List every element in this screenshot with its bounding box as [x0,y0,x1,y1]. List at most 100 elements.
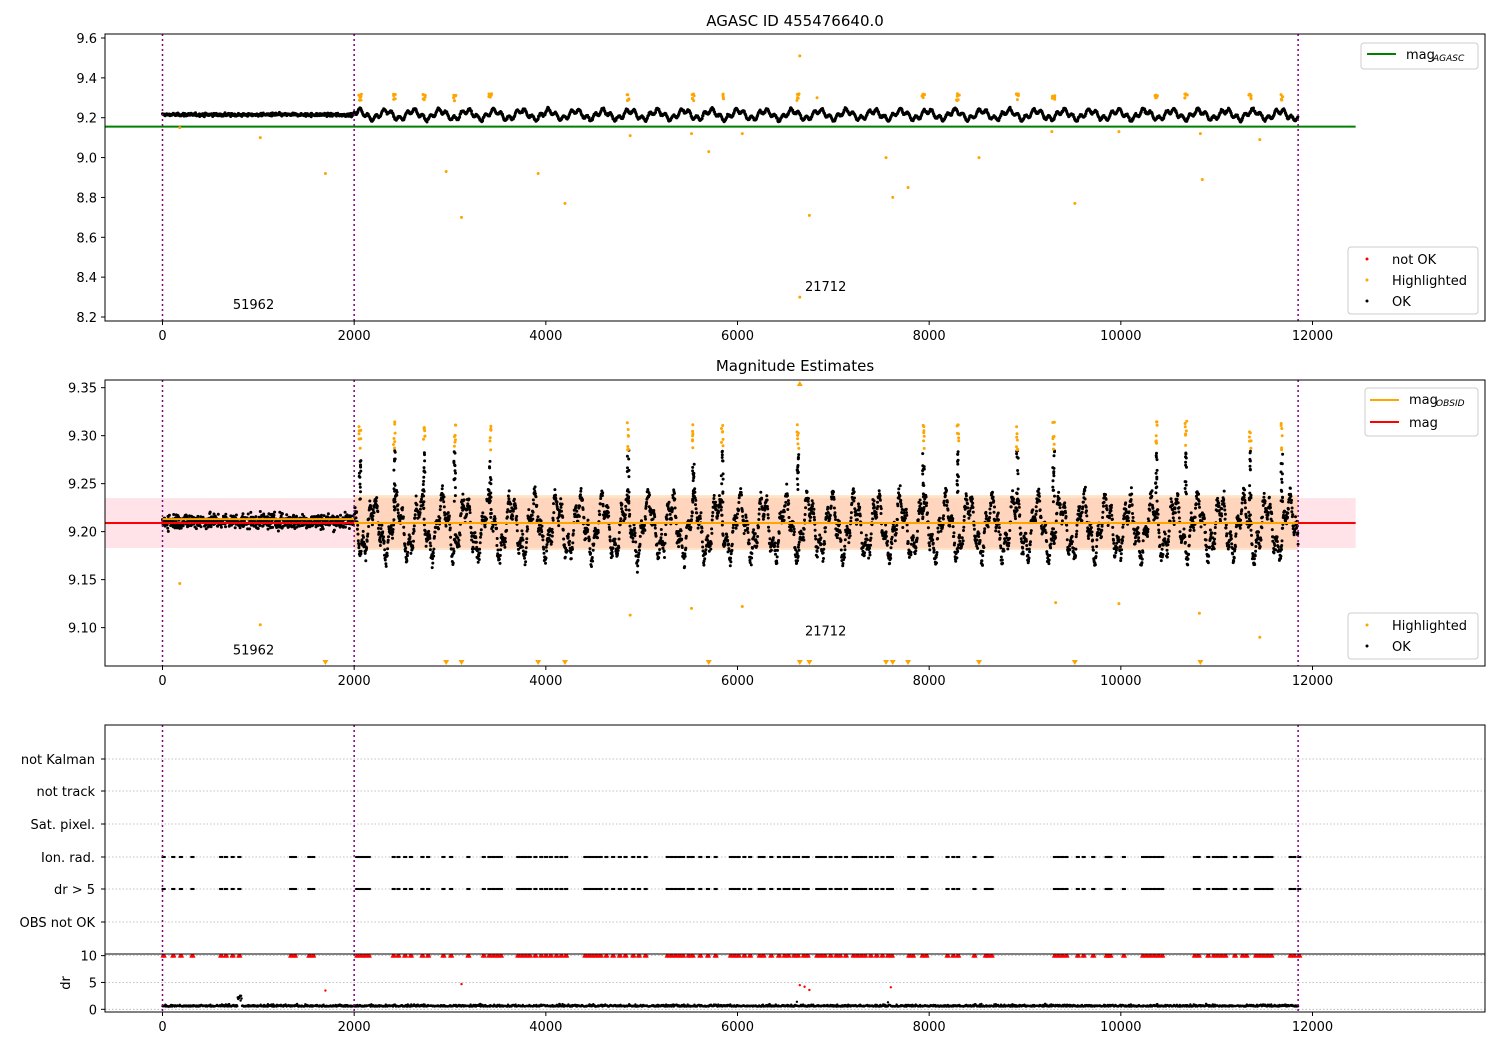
agasc-highlighted-outlier [884,156,888,160]
agasc-highlighted-point [1051,96,1055,100]
mag-ok-point [468,511,472,515]
mag-ok-point [511,514,515,518]
mag-ok-point [652,509,656,512]
agasc-highlighted-outlier [815,96,819,100]
mag-ok-point [541,534,545,538]
mag-ok-point [495,544,499,547]
mag-ok-point [266,527,270,531]
mag-ok-point [690,511,694,515]
mag-ok-point [473,531,477,535]
agasc-highlighted-point [955,98,958,102]
mag-ok-point [542,547,546,551]
mag-ok-point [571,532,575,536]
mag-ok-point [678,534,682,537]
mag-ok-point [498,561,502,565]
agasc-xtick-label: 4000 [529,329,562,344]
mag-ok-point [371,514,375,518]
mag-ok-point [396,511,400,515]
mag-ok-point [653,515,657,519]
agasc-highlighted-point [721,93,725,97]
mag-ok-point [550,540,554,544]
mag-ok-point [359,549,363,553]
legend-mag-agasc-label: mag [1406,48,1435,63]
mag-ok-point [417,515,421,519]
mag-ok-point [356,532,360,536]
mag-ok-point [608,527,612,531]
mag-ok-point [524,560,528,564]
mag-ok-point [581,498,584,502]
agasc-highlighted-outlier [1258,138,1262,142]
mag-ok-point [421,503,425,507]
mag-ok-point [633,534,637,538]
agasc-highlighted-outlier [1200,177,1204,181]
mag-ok-point [633,531,637,535]
mag-ok-point [432,554,436,558]
mag-ok-point [219,525,223,529]
mag-ok-point [273,510,277,514]
mag-ok-point [674,516,678,520]
mag-ok-point [545,549,549,553]
mag-ok-point [471,550,475,554]
mag-ok-point [396,503,400,507]
agasc-highlighted-point [359,92,363,96]
agasc-highlighted-point [1249,97,1253,101]
agasc-xtick-label: 6000 [721,329,754,344]
mag-ok-point [567,543,571,547]
mag-ok-point [620,507,624,511]
mag-ok-point [452,549,456,553]
mag-ok-point [673,491,676,495]
mag-ok-point [679,529,683,533]
mag-ok-point [402,525,406,529]
mag-ok-point [677,545,681,549]
mag-ok-point [550,534,554,538]
mag-ok-point [411,546,415,550]
mag-ok-point [600,494,604,498]
mag-ok-point [523,553,527,556]
agasc-highlighted-point [393,93,397,96]
agasc-highlighted-outlier [563,201,567,205]
mag-ok-point [208,510,212,514]
legend-highlighted-label: Highlighted [1392,274,1467,289]
mag-ok-point [332,515,336,519]
agasc-highlighted-outlier [977,156,981,160]
agasc-highlighted-point [1281,95,1285,99]
mag-ok-point [533,492,537,496]
agasc-highlighted-point [422,93,426,97]
mag-ok-point [433,535,436,538]
mag-ok-point [404,546,408,550]
mag-ok-point [638,534,642,538]
mag-ok-point [431,551,435,555]
mag-ok-point [391,536,394,540]
mag-ok-point [506,515,509,519]
agasc-highlighted-point [1015,93,1019,97]
mag-ok-point [376,510,380,514]
mag-ok-point [591,559,595,563]
agasc-ok-point [536,117,540,121]
mag-ok-point [555,500,559,504]
mag-ok-point [408,535,412,539]
mag-ok-point [562,537,566,541]
mag-ok-point [531,517,535,521]
agasc-ytick-label: 8.8 [76,191,97,206]
mag-ok-point [635,570,639,574]
mag-ok-point [560,502,564,506]
agasc-ok-point [1127,116,1131,120]
mag-ok-point [497,557,501,561]
mag-ok-point [544,561,547,565]
mag-ok-point [167,513,171,517]
mag-ok-point [532,502,536,506]
mag-ok-point [285,513,289,517]
mag-ok-point [634,550,638,554]
mag-ok-point [280,512,284,516]
mag-ok-point [371,518,375,522]
mag-ok-point [521,532,525,536]
mag-ok-point [442,495,446,499]
mag-ok-point [224,525,227,529]
mag-ok-point [571,541,575,545]
agasc-highlighted-point [955,92,959,96]
agasc-xtick-label: 8000 [913,329,946,344]
mag-ok-point [588,547,592,551]
mag-ok-point [379,527,383,531]
mag-ok-point [539,519,543,523]
mag-ok-point [474,536,478,540]
